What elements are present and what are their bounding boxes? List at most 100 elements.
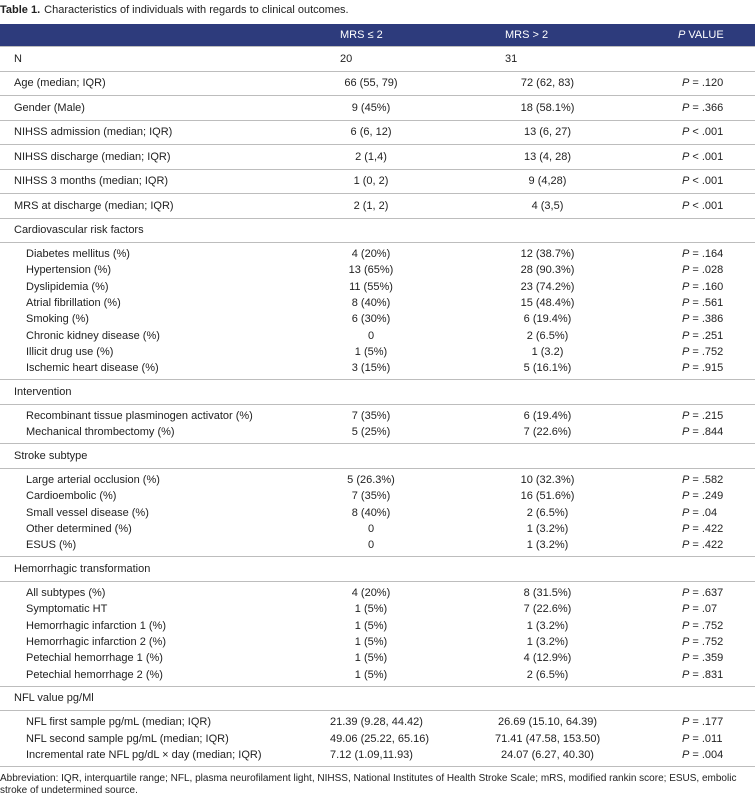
cell: 13 (6, 27): [523, 126, 572, 139]
row-label: NFL second sample pg/mL (median; IQR): [26, 732, 229, 745]
row-label: Small vessel disease (%): [26, 506, 149, 519]
table-row: Recombinant tissue plasminogen activator…: [0, 408, 755, 424]
cell: 9 (45%): [351, 101, 391, 114]
cell: 1 (5%): [354, 652, 388, 665]
cell: P = .752: [682, 345, 724, 358]
table-row: NIHSS discharge (median; IQR) 2 (1,4) 13 (…: [0, 144, 755, 169]
cell: 0: [367, 523, 375, 535]
row-label: Petechial hemorrhage 2 (%): [26, 668, 163, 681]
cell: P = .160: [682, 280, 724, 293]
group-label: NFL value pg/Ml: [14, 692, 94, 705]
table-row: Cardioembolic (%) 7 (35%) 16 (51.6%) P = .2…: [0, 488, 755, 504]
cell: P = .07: [682, 603, 718, 616]
table-row: Atrial fibrillation (%) 8 (40%) 15 (48.4%)…: [0, 295, 755, 311]
row-label: Incremental rate NFL pg/dL × day (median…: [26, 748, 262, 761]
cell: 8 (31.5%): [523, 587, 572, 600]
table-row: Mechanical thrombectomy (%) 5 (25%) 7 (22.…: [0, 424, 755, 440]
table-row: MRS at discharge (median; IQR) 2 (1, 2) 4 …: [0, 193, 755, 218]
cell: P = .844: [682, 426, 724, 439]
row-label: NIHSS discharge (median; IQR): [14, 150, 171, 163]
cell: 28 (90.3%): [520, 264, 575, 277]
group-label: Intervention: [14, 386, 72, 399]
row-label: Smoking (%): [26, 313, 89, 326]
row-label: Symptomatic HT: [26, 603, 108, 616]
cell: 5 (25%): [351, 426, 391, 439]
cell: 1 (3.2): [531, 345, 564, 358]
row-label: NIHSS admission (median; IQR): [14, 126, 173, 139]
row-label: Chronic kidney disease (%): [26, 329, 160, 342]
table: MRS ≤ 2 MRS > 2 P VALUE N 20 31 Age (median…: [0, 24, 755, 768]
cell: P < .001: [682, 150, 724, 163]
cell: P = .04: [682, 506, 718, 519]
cell: 6 (19.4%): [523, 313, 572, 326]
table-row: Illicit drug use (%) 1 (5%) 1 (3.2) P = .75…: [0, 344, 755, 360]
row-label: Other determined (%): [26, 523, 132, 535]
cell: 4 (20%): [351, 587, 391, 600]
cell: 9 (4,28): [528, 175, 567, 188]
footnote: Abbreviation: IQR, interquartile range; …: [0, 773, 737, 797]
cell: 13 (4, 28): [523, 150, 572, 163]
cell: 6 (6, 12): [350, 126, 392, 139]
cell: 1 (0, 2): [353, 175, 389, 188]
group-block: Large arterial occlusion (%) 5 (26.3%) 10 …: [0, 467, 755, 556]
cell: 5 (26.3%): [347, 474, 395, 487]
cell: 24.07 (6.27, 40.30): [501, 748, 594, 761]
table-row: NFL first sample pg/mL (median; IQR) 21.3…: [0, 714, 755, 730]
row-label: All subtypes (%): [26, 587, 106, 600]
table-row: Symptomatic HT 1 (5%) 7 (22.6%) P = .07: [0, 601, 755, 617]
cell: 1 (3.2%): [526, 523, 569, 535]
row-label: Ischemic heart disease (%): [26, 362, 159, 375]
table-header: MRS ≤ 2 MRS > 2 P VALUE: [0, 24, 755, 46]
row-label: Cardioembolic (%): [26, 490, 117, 503]
cell: 71.41 (47.58, 153.50): [495, 732, 601, 745]
table-row: Gender (Male) 9 (45%) 18 (58.1%) P = .366: [0, 95, 755, 120]
cell: P = .249: [682, 490, 724, 503]
row-label: Hemorrhagic infarction 1 (%): [26, 619, 166, 632]
cell: P = .251: [682, 329, 724, 342]
cell: 4 (12.9%): [523, 652, 572, 665]
group-header: Cardiovascular risk factors: [0, 217, 755, 243]
group-header: Hemorrhagic transformation: [0, 556, 755, 581]
table-row: Chronic kidney disease (%) 0 2 (6.5%) P = .…: [0, 327, 755, 343]
table-title: Table 1. Characteristics of individuals w…: [0, 0, 755, 24]
cell: P = .752: [682, 635, 724, 648]
row-label: Dyslipidemia (%): [26, 280, 109, 293]
table-row: Hypertension (%) 13 (65%) 28 (90.3%) P = .0…: [0, 262, 755, 278]
table-row: Petechial hemorrhage 1 (%) 1 (5%) 4 (12.9%…: [0, 650, 755, 666]
header-cell: MRS ≤ 2: [340, 29, 383, 41]
header-cell: P VALUE: [678, 29, 724, 41]
group-header: Intervention: [0, 379, 755, 404]
cell: 1 (3.2%): [526, 635, 569, 648]
cell: P = .177: [682, 716, 724, 729]
cell: 1 (5%): [354, 345, 388, 358]
cell: 31: [505, 52, 518, 65]
row-label: Diabetes mellitus (%): [26, 248, 130, 261]
table-row: Dyslipidemia (%) 11 (55%) 23 (74.2%) P = .1…: [0, 279, 755, 295]
row-label: Age (median; IQR): [14, 77, 106, 90]
group-block: NFL first sample pg/mL (median; IQR) 21.3…: [0, 710, 755, 766]
cell: 10 (32.3%): [520, 474, 575, 487]
cell: 1 (3.2%): [526, 619, 569, 632]
cell: 66 (55, 79): [344, 77, 398, 90]
cell: 0: [367, 539, 375, 552]
group-header: NFL value pg/Ml: [0, 685, 755, 711]
cell: 5 (16.1%): [523, 362, 572, 375]
group-label: Stroke subtype: [14, 450, 88, 463]
cell: 11 (55%): [349, 280, 393, 293]
table-row: Ischemic heart disease (%) 3 (15%) 5 (16.1…: [0, 360, 755, 376]
row-label: Mechanical thrombectomy (%): [26, 426, 175, 439]
cell: P = .120: [682, 77, 724, 90]
table-row: Diabetes mellitus (%) 4 (20%) 12 (38.7%) P …: [0, 246, 755, 262]
cell: 6 (19.4%): [523, 410, 572, 423]
cell: P = .637: [682, 587, 724, 600]
cell: 2 (6.5%): [526, 506, 569, 519]
row-label: Illicit drug use (%): [26, 345, 114, 358]
cell: P = .028: [682, 264, 724, 277]
cell: P = .561: [682, 297, 724, 310]
group-block: All subtypes (%) 4 (20%) 8 (31.5%) P = .637…: [0, 580, 755, 686]
cell: P = .422: [682, 523, 724, 535]
row-label: Gender (Male): [14, 101, 85, 114]
cell: 6 (30%): [351, 313, 391, 326]
cell: 20: [340, 52, 353, 65]
